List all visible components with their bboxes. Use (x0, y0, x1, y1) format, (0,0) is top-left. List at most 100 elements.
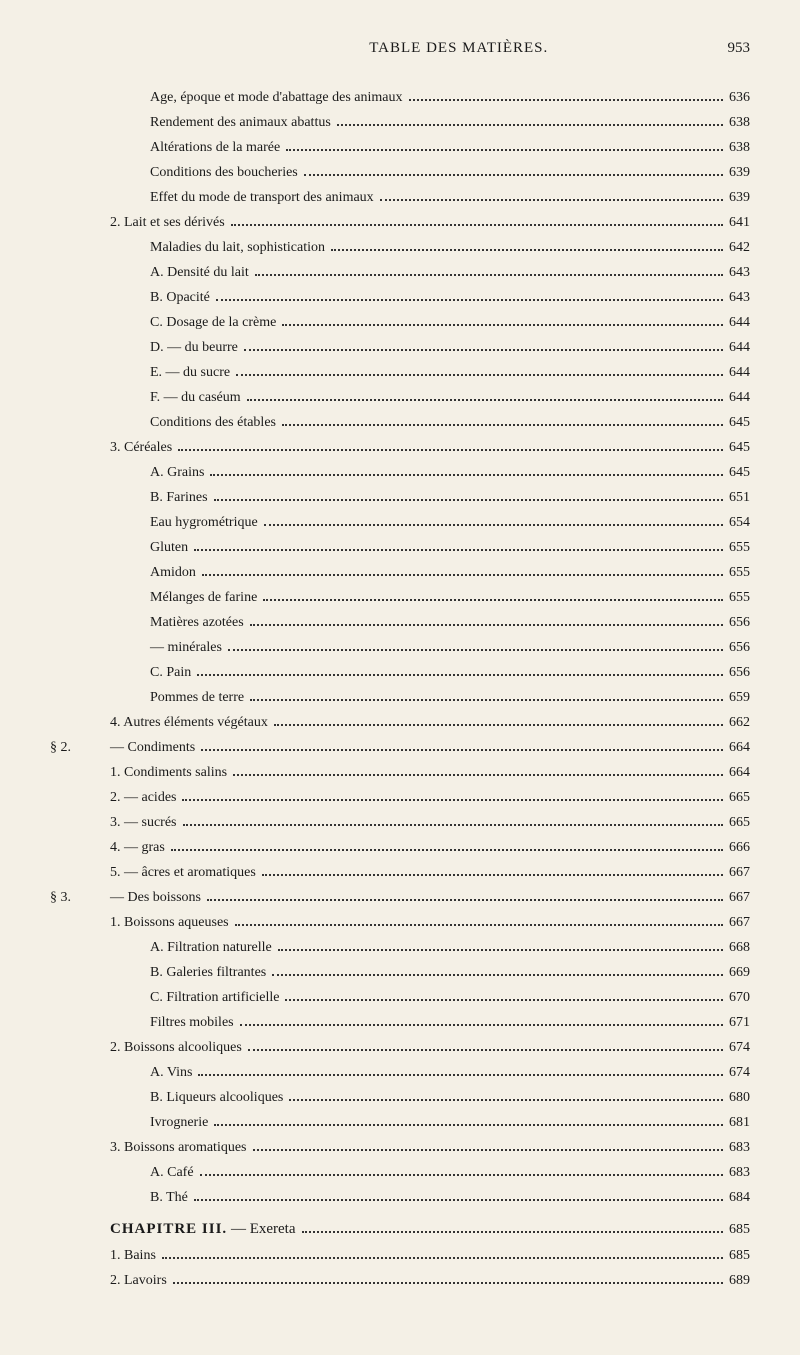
leader-dots (202, 574, 723, 576)
leader-dots (198, 1074, 723, 1076)
toc-label: E. — du sucre (150, 362, 230, 383)
toc-label: F. — du caséum (150, 387, 241, 408)
toc-label: B. Farines (150, 487, 208, 508)
toc-label: Maladies du lait, sophistication (150, 237, 325, 258)
leader-dots (233, 774, 723, 776)
toc-entry: A. Vins674 (110, 1062, 750, 1083)
toc-entry: Effet du mode de transport des animaux63… (110, 187, 750, 208)
toc-page-number: 655 (729, 587, 750, 608)
leader-dots (302, 1231, 724, 1233)
toc-entry: B. Farines651 (110, 487, 750, 508)
toc-entry: Filtres mobiles671 (110, 1012, 750, 1033)
toc-entry: Maladies du lait, sophistication642 (110, 237, 750, 258)
toc-entry: § 2.— Condiments664 (110, 737, 750, 758)
toc-label: A. Vins (150, 1062, 192, 1083)
toc-entry: 4. — gras666 (110, 837, 750, 858)
leader-dots (253, 1149, 724, 1151)
toc-entry: 1. Condiments salins664 (110, 762, 750, 783)
leader-dots (278, 949, 723, 951)
toc-entry: Altérations de la marée638 (110, 137, 750, 158)
toc-entry: Ivrognerie681 (110, 1112, 750, 1133)
toc-page-number: 685 (729, 1245, 750, 1266)
toc-page-number: 656 (729, 662, 750, 683)
toc-entry: 2. Lavoirs 689 (110, 1270, 750, 1291)
toc-entry: Gluten655 (110, 537, 750, 558)
toc-entry: 3. Céréales645 (110, 437, 750, 458)
leader-dots (250, 624, 723, 626)
toc-page-number: 684 (729, 1187, 750, 1208)
toc-label: 5. — âcres et aromatiques (110, 862, 256, 883)
toc-entry: — minérales656 (110, 637, 750, 658)
page-container: TABLE DES MATIÈRES. 953 Age, époque et m… (0, 0, 800, 1355)
toc-label: Ivrognerie (150, 1112, 208, 1133)
toc-label: 2. Lavoirs (110, 1270, 167, 1291)
toc-label: 2. Lait et ses dérivés (110, 212, 225, 233)
toc-entry: 2. Boissons alcooliques 674 (110, 1037, 750, 1058)
toc-page-number: 656 (729, 637, 750, 658)
toc-label: 2. Boissons alcooliques (110, 1037, 242, 1058)
toc-page-number: 644 (729, 387, 750, 408)
toc-entry: Rendement des animaux abattus638 (110, 112, 750, 133)
toc-page-number: 671 (729, 1012, 750, 1033)
toc-label: B. Galeries filtrantes (150, 962, 266, 983)
leader-dots (262, 874, 723, 876)
toc-entry: C. Pain656 (110, 662, 750, 683)
toc-page-number: 683 (729, 1137, 750, 1158)
toc-entry: Amidon655 (110, 562, 750, 583)
leader-dots (282, 324, 723, 326)
toc-label: Amidon (150, 562, 196, 583)
chapter-prefix: CHAPITRE III. (110, 1221, 227, 1237)
toc-entry: 1. Bains685 (110, 1245, 750, 1266)
leader-dots (289, 1099, 723, 1101)
section-marker: § 2. (50, 737, 71, 758)
toc-page-number: 670 (729, 987, 750, 1008)
toc-page-number: 638 (729, 112, 750, 133)
toc-page-number: 664 (729, 737, 750, 758)
leader-dots (197, 674, 723, 676)
toc-entry: 2. Lait et ses dérivés 641 (110, 212, 750, 233)
toc-label: A. Densité du lait (150, 262, 249, 283)
toc-entry: § 3.— Des boissons667 (110, 887, 750, 908)
toc-label: 3. Céréales (110, 437, 172, 458)
toc-page-number: 683 (729, 1162, 750, 1183)
toc-page-number: 667 (729, 887, 750, 908)
toc-page-number: 667 (729, 862, 750, 883)
toc-label: A. Grains (150, 462, 204, 483)
toc-page-number: 644 (729, 337, 750, 358)
toc-label: Eau hygrométrique (150, 512, 258, 533)
toc-page-number: 665 (729, 787, 750, 808)
toc-page-number: 674 (729, 1037, 750, 1058)
toc-entry: 3. — sucrés665 (110, 812, 750, 833)
toc-page-number: 666 (729, 837, 750, 858)
toc-page-number: 656 (729, 612, 750, 633)
leader-dots (201, 749, 723, 751)
toc-entry: B. Galeries filtrantes669 (110, 962, 750, 983)
leader-dots (380, 199, 723, 201)
toc-entry: Mélanges de farine655 (110, 587, 750, 608)
leader-dots (235, 924, 723, 926)
toc-page-number: 639 (729, 162, 750, 183)
toc-label: B. Thé (150, 1187, 188, 1208)
toc-page-number: 636 (729, 87, 750, 108)
header-row: TABLE DES MATIÈRES. 953 (110, 40, 750, 57)
toc-label: 2. — acides (110, 787, 176, 808)
leader-dots (231, 224, 723, 226)
toc-page-number: 641 (729, 212, 750, 233)
toc-entry: Conditions des étables645 (110, 412, 750, 433)
leader-dots (194, 549, 723, 551)
toc-page-number: 689 (729, 1270, 750, 1291)
leader-dots (214, 499, 723, 501)
toc-entry: B. Liqueurs alcooliques680 (110, 1087, 750, 1108)
leader-dots (162, 1257, 723, 1259)
toc-page-number: 639 (729, 187, 750, 208)
toc-entry: 4. Autres éléments végétaux662 (110, 712, 750, 733)
toc-label: 3. Boissons aromatiques (110, 1137, 247, 1158)
toc-label: B. Liqueurs alcooliques (150, 1087, 283, 1108)
toc-label: C. Filtration artificielle (150, 987, 279, 1008)
leader-dots (331, 249, 723, 251)
toc-label: D. — du beurre (150, 337, 238, 358)
toc-label: 1. Condiments salins (110, 762, 227, 783)
toc-page-number: 667 (729, 912, 750, 933)
leader-dots (285, 999, 723, 1001)
toc-page-number: 644 (729, 362, 750, 383)
